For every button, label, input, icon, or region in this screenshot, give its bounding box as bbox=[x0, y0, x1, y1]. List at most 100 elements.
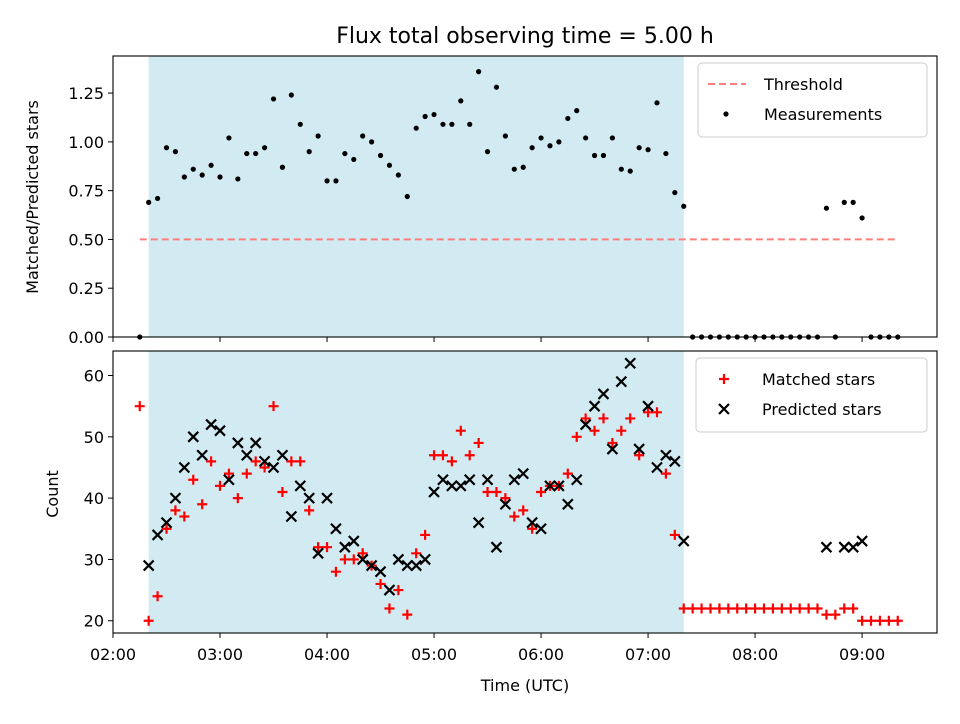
measurement-point bbox=[208, 162, 214, 168]
predicted-point bbox=[205, 418, 217, 431]
measurement-point bbox=[262, 145, 268, 151]
measurement-point bbox=[360, 133, 366, 139]
measurement-point bbox=[511, 166, 517, 172]
y-tick-label: 1.25 bbox=[68, 84, 104, 103]
predicted-point bbox=[562, 498, 574, 511]
legend-measurement-swatch bbox=[723, 111, 729, 117]
matched-point bbox=[794, 603, 805, 614]
measurement-point bbox=[297, 121, 303, 127]
measurement-point bbox=[618, 166, 624, 172]
matched-point bbox=[509, 511, 520, 522]
predicted-point bbox=[160, 516, 173, 529]
y-tick-label: 0.00 bbox=[68, 328, 104, 347]
matched-point bbox=[598, 413, 609, 424]
matched-point bbox=[776, 603, 787, 614]
matched-point bbox=[625, 413, 636, 424]
predicted-point bbox=[544, 480, 556, 492]
predicted-point bbox=[303, 492, 315, 504]
predicted-point bbox=[365, 559, 378, 572]
matched-point bbox=[286, 456, 297, 467]
predicted-point bbox=[392, 553, 405, 566]
matched-point bbox=[660, 468, 671, 479]
legend-label: Threshold bbox=[763, 75, 843, 94]
matched-point bbox=[723, 603, 734, 614]
matched-point bbox=[518, 505, 529, 516]
y-tick-label: 40 bbox=[84, 489, 104, 508]
measurement-point bbox=[538, 135, 544, 141]
predicted-point bbox=[633, 443, 645, 455]
predicted-point bbox=[499, 498, 512, 511]
predicted-point bbox=[677, 535, 690, 547]
matched-point bbox=[322, 542, 333, 553]
matched-point bbox=[562, 468, 573, 479]
matched-point bbox=[571, 431, 582, 442]
matched-point bbox=[696, 603, 707, 614]
measurement-point bbox=[520, 164, 526, 170]
matched-point bbox=[250, 456, 261, 467]
matched-point bbox=[446, 456, 457, 467]
predicted-point bbox=[526, 516, 538, 529]
matched-point bbox=[589, 425, 600, 436]
predicted-point bbox=[374, 565, 387, 578]
y-axis-label-ratio: Matched/Predicted stars bbox=[23, 100, 42, 294]
matched-point bbox=[420, 529, 431, 540]
legend-box bbox=[695, 357, 928, 433]
predicted-point bbox=[597, 388, 610, 400]
predicted-point bbox=[348, 535, 360, 547]
measurement-point bbox=[672, 189, 678, 196]
predicted-point bbox=[535, 523, 547, 535]
measurement-point bbox=[663, 150, 669, 157]
x-tick-label: 04:00 bbox=[304, 645, 350, 664]
predicted-point bbox=[276, 449, 289, 461]
legend-label: Measurements bbox=[764, 105, 882, 124]
predicted-point bbox=[312, 547, 324, 560]
matched-point bbox=[215, 480, 226, 491]
measurement-point bbox=[181, 174, 187, 180]
matched-point bbox=[687, 603, 698, 614]
predicted-point bbox=[669, 455, 681, 468]
axes-frame bbox=[112, 55, 938, 338]
matched-point bbox=[143, 615, 154, 626]
measurement-point bbox=[422, 113, 428, 120]
predicted-point bbox=[517, 467, 529, 480]
predicted-point bbox=[606, 443, 619, 455]
measurement-point bbox=[493, 84, 500, 90]
legend-predicted-swatch bbox=[718, 403, 730, 415]
matched-point bbox=[348, 554, 359, 565]
measurement-point bbox=[449, 121, 455, 127]
predicted-point bbox=[553, 480, 565, 492]
x-tick-label: 02:00 bbox=[90, 645, 136, 664]
predicted-point bbox=[660, 449, 672, 461]
bottom-panel: 20 30 40 50 60 02:00 03:00 04:00 05:00 06:00 07:00… bbox=[84, 350, 938, 664]
measurement-point bbox=[627, 168, 633, 174]
matched-point bbox=[643, 407, 654, 418]
measurement-point bbox=[502, 133, 508, 139]
measurement-point bbox=[244, 150, 250, 157]
predicted-point bbox=[508, 473, 521, 486]
y-tick-label: 20 bbox=[84, 612, 104, 631]
predicted-point bbox=[838, 541, 851, 553]
matched-point bbox=[330, 566, 341, 577]
matched-point bbox=[750, 603, 761, 614]
predicted-point bbox=[624, 357, 637, 370]
predicted-point bbox=[214, 424, 226, 437]
legend-label: Predicted stars bbox=[762, 400, 882, 419]
measurement-point bbox=[431, 111, 437, 118]
y-tick-label: 0.25 bbox=[68, 279, 104, 298]
measurement-point bbox=[476, 69, 482, 75]
matched-point bbox=[357, 548, 368, 559]
matched-point bbox=[883, 615, 894, 626]
predicted-point bbox=[187, 431, 200, 443]
predicted-point bbox=[321, 492, 333, 504]
x-tick-label: 06:00 bbox=[518, 645, 564, 664]
measurement-point bbox=[163, 145, 170, 151]
x-tick-label: 07:00 bbox=[625, 645, 671, 664]
matched-point bbox=[393, 585, 404, 596]
measurement-point bbox=[591, 152, 598, 159]
matched-point bbox=[491, 487, 502, 497]
measurement-point bbox=[609, 135, 615, 141]
measurement-point bbox=[324, 178, 330, 184]
predicted-point bbox=[820, 541, 833, 553]
measurement-point bbox=[413, 125, 419, 131]
matched-point bbox=[152, 591, 163, 602]
